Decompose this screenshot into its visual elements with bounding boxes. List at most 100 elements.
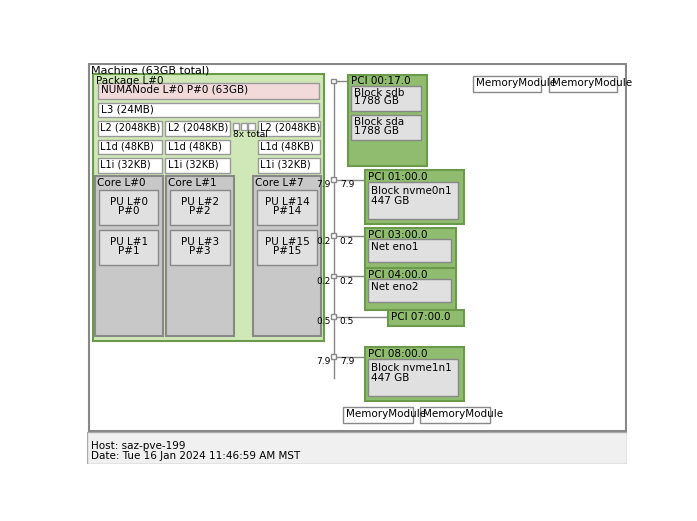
Text: PU L#14: PU L#14	[265, 197, 309, 207]
Bar	[549, 77, 618, 92]
Bar	[331, 354, 336, 359]
Text: Block nvme0n1: Block nvme0n1	[371, 185, 452, 196]
Text: L2 (2048KB): L2 (2048KB)	[260, 122, 320, 132]
Text: PCI 01:00.0: PCI 01:00.0	[368, 172, 427, 182]
Text: 7.9: 7.9	[339, 180, 354, 189]
Bar	[331, 79, 336, 83]
Text: 447 GB: 447 GB	[371, 373, 409, 383]
Bar	[343, 407, 413, 423]
Text: Date: Tue 16 Jan 2024 11:46:59 AM MST: Date: Tue 16 Jan 2024 11:46:59 AM MST	[91, 451, 300, 461]
Text: Core L#7: Core L#7	[255, 178, 304, 188]
Bar	[170, 230, 230, 265]
Text: Block nvme1n1: Block nvme1n1	[371, 363, 452, 373]
Bar	[257, 190, 316, 225]
Text: PCI 03:00.0: PCI 03:00.0	[368, 230, 427, 240]
Bar	[98, 83, 319, 98]
Text: L1d (48KB): L1d (48KB)	[100, 141, 154, 151]
Bar	[365, 170, 464, 224]
Text: P#14: P#14	[273, 206, 301, 216]
Bar	[365, 268, 456, 309]
Bar	[331, 177, 336, 182]
Text: L3 (24MB): L3 (24MB)	[101, 104, 154, 114]
Bar	[98, 121, 162, 135]
Bar	[331, 274, 336, 278]
Bar	[98, 103, 319, 117]
Bar	[98, 140, 162, 154]
Text: PCI 04:00.0: PCI 04:00.0	[368, 270, 427, 280]
Bar	[351, 115, 421, 140]
Bar	[248, 123, 254, 130]
Bar	[98, 158, 162, 172]
Bar	[348, 75, 427, 166]
Text: 7.9: 7.9	[339, 357, 354, 366]
Bar	[420, 407, 490, 423]
Bar	[331, 233, 336, 238]
Text: 0.5: 0.5	[316, 317, 330, 326]
Bar	[165, 158, 230, 172]
Bar	[369, 182, 459, 219]
Bar	[87, 432, 627, 464]
Bar	[351, 85, 421, 111]
Text: L1i (32KB): L1i (32KB)	[168, 159, 218, 169]
Text: P#15: P#15	[273, 246, 301, 256]
Text: Core L#0: Core L#0	[97, 178, 146, 188]
Text: MemoryModule: MemoryModule	[552, 78, 632, 88]
Text: Core L#1: Core L#1	[169, 178, 217, 188]
Bar	[165, 121, 230, 135]
Text: P#0: P#0	[118, 206, 139, 216]
Text: 0.2: 0.2	[339, 237, 354, 245]
Bar	[93, 74, 324, 341]
Bar	[253, 177, 321, 336]
Text: P#3: P#3	[190, 246, 211, 256]
Text: Host: saz-pve-199: Host: saz-pve-199	[91, 441, 185, 451]
Text: Net eno1: Net eno1	[371, 242, 418, 252]
Text: PCI 08:00.0: PCI 08:00.0	[368, 349, 427, 359]
Bar	[95, 177, 163, 336]
Text: 7.9: 7.9	[316, 357, 330, 366]
Text: 1788 GB: 1788 GB	[353, 96, 399, 106]
Bar	[99, 190, 158, 225]
Text: MemoryModule: MemoryModule	[346, 409, 426, 419]
Text: PU L#2: PU L#2	[181, 197, 220, 207]
Bar	[99, 230, 158, 265]
Text: PU L#3: PU L#3	[181, 237, 220, 247]
Text: PCI 00:17.0: PCI 00:17.0	[351, 77, 411, 86]
Text: NUMANode L#0 P#0 (63GB): NUMANode L#0 P#0 (63GB)	[101, 85, 248, 95]
Bar	[369, 279, 450, 302]
Bar	[233, 123, 239, 130]
Text: P#1: P#1	[118, 246, 140, 256]
Text: 0.2: 0.2	[339, 277, 354, 286]
Bar	[258, 121, 321, 135]
Bar	[240, 123, 247, 130]
Text: PU L#0: PU L#0	[110, 197, 148, 207]
Text: L1d (48KB): L1d (48KB)	[168, 141, 222, 151]
Text: PCI 07:00.0: PCI 07:00.0	[391, 312, 450, 322]
Bar	[473, 77, 542, 92]
Bar	[369, 239, 450, 262]
Bar	[388, 311, 464, 326]
Text: P#2: P#2	[190, 206, 211, 216]
Text: Block sda: Block sda	[353, 117, 404, 127]
Text: 7.9: 7.9	[316, 180, 330, 189]
Bar	[369, 359, 459, 396]
Text: MemoryModule: MemoryModule	[476, 78, 556, 88]
Text: Block sdb: Block sdb	[353, 88, 404, 98]
Text: L2 (2048KB): L2 (2048KB)	[168, 122, 228, 132]
Bar	[258, 158, 321, 172]
Bar	[365, 348, 464, 401]
Text: 8x total: 8x total	[233, 130, 268, 139]
Bar	[165, 140, 230, 154]
Text: 0.5: 0.5	[339, 317, 354, 326]
Text: 0.2: 0.2	[316, 237, 330, 245]
Bar	[257, 230, 316, 265]
Text: L1i (32KB): L1i (32KB)	[100, 159, 151, 169]
Text: L1i (32KB): L1i (32KB)	[260, 159, 311, 169]
Bar	[365, 228, 456, 270]
Text: L1d (48KB): L1d (48KB)	[260, 141, 314, 151]
Bar	[166, 177, 234, 336]
Text: L2 (2048KB): L2 (2048KB)	[100, 122, 160, 132]
Text: MemoryModule: MemoryModule	[424, 409, 504, 419]
Bar	[331, 314, 336, 319]
Bar	[170, 190, 230, 225]
Text: 0.2: 0.2	[316, 277, 330, 286]
